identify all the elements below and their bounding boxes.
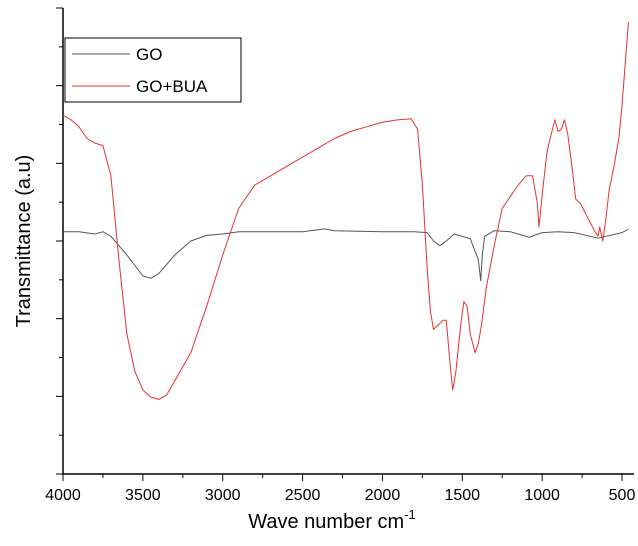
x-tick-label: 2000	[365, 487, 401, 504]
series-line-go-bua	[63, 21, 629, 400]
x-axis-label-superscript: -1	[404, 507, 416, 522]
legend: GO GO+BUA	[64, 37, 242, 103]
x-tick-label: 1000	[524, 487, 560, 504]
legend-box	[64, 37, 242, 103]
series-group	[63, 21, 629, 400]
x-tick-label: 4000	[45, 487, 81, 504]
x-tick-label: 3500	[125, 487, 161, 504]
legend-label-go: GO	[136, 45, 162, 64]
x-tick-label: 3000	[205, 487, 241, 504]
y-axis-label: Transmittance (a.u)	[13, 155, 35, 328]
x-tick-label: 1500	[444, 487, 480, 504]
x-axis-label: Wave number cm-1	[248, 507, 416, 533]
x-tick-label: 2500	[285, 487, 321, 504]
x-tick-label: 500	[609, 487, 636, 504]
axes: 4000 3500 3000 2500 2000 1500 1000 500	[45, 7, 636, 504]
series-line-go	[63, 228, 629, 282]
legend-label-go-bua: GO+BUA	[136, 77, 208, 96]
